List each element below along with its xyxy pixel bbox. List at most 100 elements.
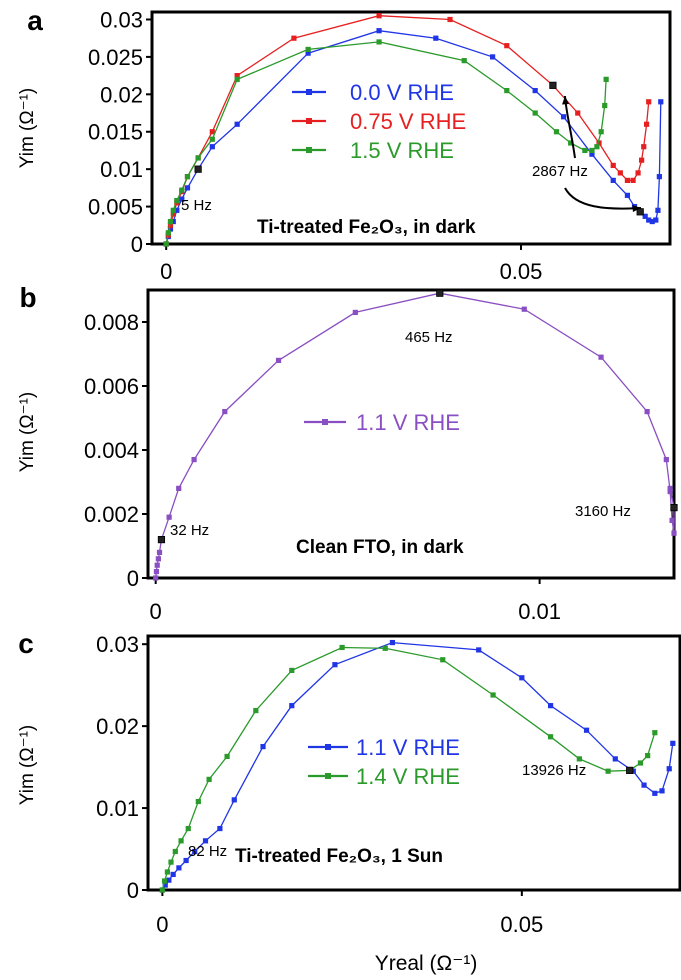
legend-marker: [325, 773, 331, 779]
y-tick-label: 0.006: [84, 374, 139, 399]
data-point: [652, 790, 658, 796]
data-point: [170, 207, 176, 213]
data-point: [519, 675, 525, 681]
data-point: [168, 859, 174, 865]
x-tick-label: 0.01: [518, 599, 561, 624]
data-point: [649, 218, 655, 225]
legend-marker: [322, 419, 328, 425]
data-point: [234, 76, 240, 82]
data-point: [165, 230, 171, 236]
data-point: [553, 129, 560, 135]
data-point: [490, 54, 496, 60]
data-point: [166, 877, 172, 883]
data-point: [153, 575, 159, 581]
data-point: [653, 217, 659, 223]
data-point: [602, 102, 608, 109]
y-tick-label: 0.03: [96, 632, 139, 657]
frequency-label: 465 Hz: [405, 329, 453, 346]
data-point: [594, 144, 600, 150]
data-point: [376, 13, 382, 19]
data-point: [589, 147, 595, 154]
x-tick-label: 0.05: [500, 259, 543, 284]
data-point: [560, 114, 567, 120]
frequency-marker: [549, 81, 557, 89]
y-tick-label: 0.015: [88, 120, 143, 145]
data-point: [376, 39, 382, 45]
legend: 1.1 V RHE 1.4 V RHE: [308, 735, 460, 789]
data-point: [669, 517, 675, 523]
data-point: [209, 136, 215, 142]
legend-marker: [325, 744, 331, 750]
data-point: [291, 35, 297, 41]
x-tick-label: 0: [150, 599, 162, 624]
data-point: [547, 703, 554, 709]
y-tick-label: 0.02: [96, 714, 139, 739]
data-point: [630, 177, 636, 183]
arrow-head: [632, 204, 641, 212]
data-point: [156, 549, 163, 555]
panel-a: 0 0.005 0.01 0.015 0.02 0.025 0.03 0 0.05 a Yim (Ω…: [17, 5, 672, 284]
data-point: [167, 222, 174, 228]
data-point: [605, 768, 611, 774]
legend: 0.0 V RHE 0.75 V RHE 1.5 V RHE: [292, 80, 466, 163]
data-point: [217, 825, 223, 832]
data-point: [164, 869, 171, 875]
frequency-marker: [626, 766, 634, 774]
data-point: [260, 744, 266, 750]
data-point: [589, 151, 595, 157]
data-point: [532, 110, 538, 116]
data-point: [184, 185, 191, 191]
data-point: [209, 129, 215, 135]
data-point: [176, 485, 182, 491]
plot-frame: [146, 634, 681, 892]
y-tick-label: 0.004: [84, 438, 139, 463]
data-point: [163, 241, 169, 247]
data-point: [671, 530, 677, 536]
y-axis-label: Yim (Ω⁻¹): [17, 88, 38, 169]
panel-letter: b: [19, 282, 36, 313]
data-point: [185, 825, 191, 832]
data-point: [643, 121, 650, 127]
data-point: [646, 217, 652, 223]
data-point: [275, 357, 282, 363]
data-point: [202, 838, 209, 844]
legend-marker: [306, 147, 312, 153]
data-point: [389, 639, 396, 646]
data-point: [624, 192, 631, 198]
data-point: [532, 87, 538, 94]
data-point: [641, 782, 647, 788]
frequency-label: 2867 Hz: [532, 163, 588, 180]
data-point: [521, 306, 527, 312]
y-tick-label: 0.008: [84, 310, 139, 335]
legend-marker: [306, 118, 312, 124]
data-point: [170, 211, 176, 217]
panel-letter: a: [27, 5, 43, 36]
data-point: [612, 756, 618, 762]
sample-caption: Clean FTO, in dark: [296, 537, 464, 558]
y-tick-label: 0: [127, 878, 139, 903]
y-tick-label: 0: [131, 232, 143, 257]
data-point: [155, 556, 161, 562]
data-point: [174, 197, 180, 204]
data-point: [658, 99, 664, 105]
data-point: [159, 887, 165, 893]
legend-label: 1.5 V RHE: [350, 138, 454, 163]
data-point: [179, 187, 185, 193]
data-point: [667, 489, 673, 495]
series-1: [159, 644, 658, 893]
data-point: [663, 457, 669, 463]
data-point: [195, 798, 201, 805]
data-point: [154, 562, 160, 568]
data-point: [656, 174, 662, 180]
data-point: [433, 35, 439, 41]
panel-b: 0 0.002 0.004 0.006 0.008 0 0.01 b Yim (Ω⁻¹) 1.1 …: [17, 282, 678, 624]
x-tick-label: 0: [156, 912, 168, 937]
data-point: [167, 218, 174, 225]
y-tick-label: 0.03: [100, 7, 143, 32]
x-tick-label: 0: [160, 259, 172, 284]
data-point: [234, 73, 240, 79]
data-point: [332, 662, 338, 668]
data-point: [659, 788, 665, 794]
frequency-label: 82 Hz: [188, 843, 227, 860]
x-tick-label: 0.05: [500, 912, 543, 937]
